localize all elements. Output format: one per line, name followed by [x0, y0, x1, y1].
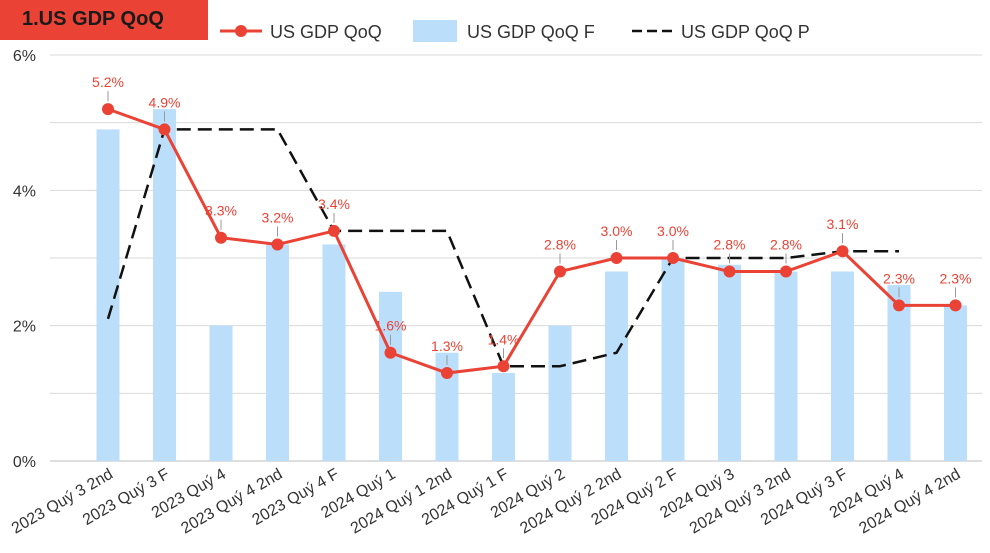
line-point — [610, 252, 623, 264]
legend-label: US GDP QoQ — [270, 22, 382, 42]
data-label: 3.0% — [657, 223, 689, 239]
line-point — [384, 346, 397, 359]
bar — [718, 264, 741, 461]
y-tick-label: 6% — [13, 48, 36, 65]
bar — [492, 373, 515, 461]
bar-series — [96, 109, 967, 461]
bar — [153, 109, 176, 461]
bar — [379, 291, 402, 461]
line-series-path — [107, 107, 956, 375]
bar — [209, 325, 233, 461]
line-point — [497, 360, 510, 373]
line-point — [667, 252, 679, 264]
data-label: 2.8% — [544, 237, 576, 253]
legend: US GDP QoQ US GDP QoQ F US GDP QoQ P — [220, 20, 810, 42]
data-label: 2.3% — [940, 270, 972, 286]
x-tick-label: 2024 Quý 3 2nd — [687, 466, 794, 538]
data-label: 2.3% — [883, 270, 915, 286]
bar — [96, 129, 120, 461]
bar — [944, 305, 967, 461]
chart-title-box: 1.US GDP QoQ — [0, 0, 208, 40]
line-point — [102, 103, 114, 116]
line-series — [102, 103, 962, 380]
bar — [887, 285, 911, 461]
line-point — [271, 238, 284, 251]
data-label: 3.2% — [262, 209, 294, 225]
legend-label: US GDP QoQ F — [467, 22, 595, 42]
line-point — [836, 245, 849, 258]
bar — [774, 271, 798, 461]
bar — [435, 352, 459, 461]
line-point — [158, 123, 171, 136]
y-tick-label: 0% — [13, 454, 36, 471]
data-label: 2.8% — [714, 237, 746, 253]
line-point — [949, 299, 962, 312]
data-label: 3.1% — [827, 216, 859, 232]
line-point — [554, 265, 566, 278]
data-label: 1.3% — [431, 338, 463, 354]
bar — [831, 271, 854, 461]
legend-label: US GDP QoQ P — [681, 22, 810, 42]
line-point — [893, 299, 905, 312]
bar — [605, 271, 628, 461]
x-tick-label: 2024 Quý 2 2nd — [517, 466, 624, 538]
data-label: 2.8% — [770, 237, 802, 253]
data-label: 1.6% — [375, 318, 407, 334]
y-tick-label: 4% — [13, 183, 36, 200]
legend-bar-swatch — [413, 20, 457, 42]
x-tick-label: 2024 Quý 1 2nd — [348, 466, 455, 538]
y-axis-ticks: 0% 2% 4% 6% — [13, 48, 36, 471]
x-tick-label: 2023 Quý 3 2nd — [9, 466, 116, 538]
line-point — [215, 231, 227, 244]
data-label: 5.2% — [92, 74, 124, 90]
dashed-series — [106, 128, 899, 368]
data-label: 4.9% — [149, 94, 181, 110]
legend-line-marker — [235, 25, 247, 37]
bar — [548, 325, 572, 461]
y-tick-label: 2% — [13, 319, 36, 336]
line-point — [441, 367, 453, 380]
data-labels: 5.2% 4.9% 3.3% 3.2% 3.4% 1.6% 1.3% 1.4% 2.8% 3.0%… — [92, 74, 972, 366]
dashed-series-line — [106, 128, 899, 368]
line-point — [328, 224, 340, 237]
grid-lines — [50, 54, 982, 462]
line-point — [723, 265, 736, 278]
x-tick-label: 2023 Quý 4 2nd — [178, 466, 285, 538]
chart-title: 1.US GDP QoQ — [22, 8, 164, 30]
line-point — [780, 265, 792, 278]
data-label: 3.4% — [318, 196, 350, 212]
data-label: 3.0% — [601, 223, 633, 239]
bar — [266, 244, 289, 461]
data-label: 3.3% — [205, 203, 237, 219]
x-tick-label: 2024 Quý 4 2nd — [856, 466, 963, 538]
data-label: 1.4% — [488, 331, 520, 347]
bar — [661, 258, 685, 461]
bar — [322, 244, 346, 461]
